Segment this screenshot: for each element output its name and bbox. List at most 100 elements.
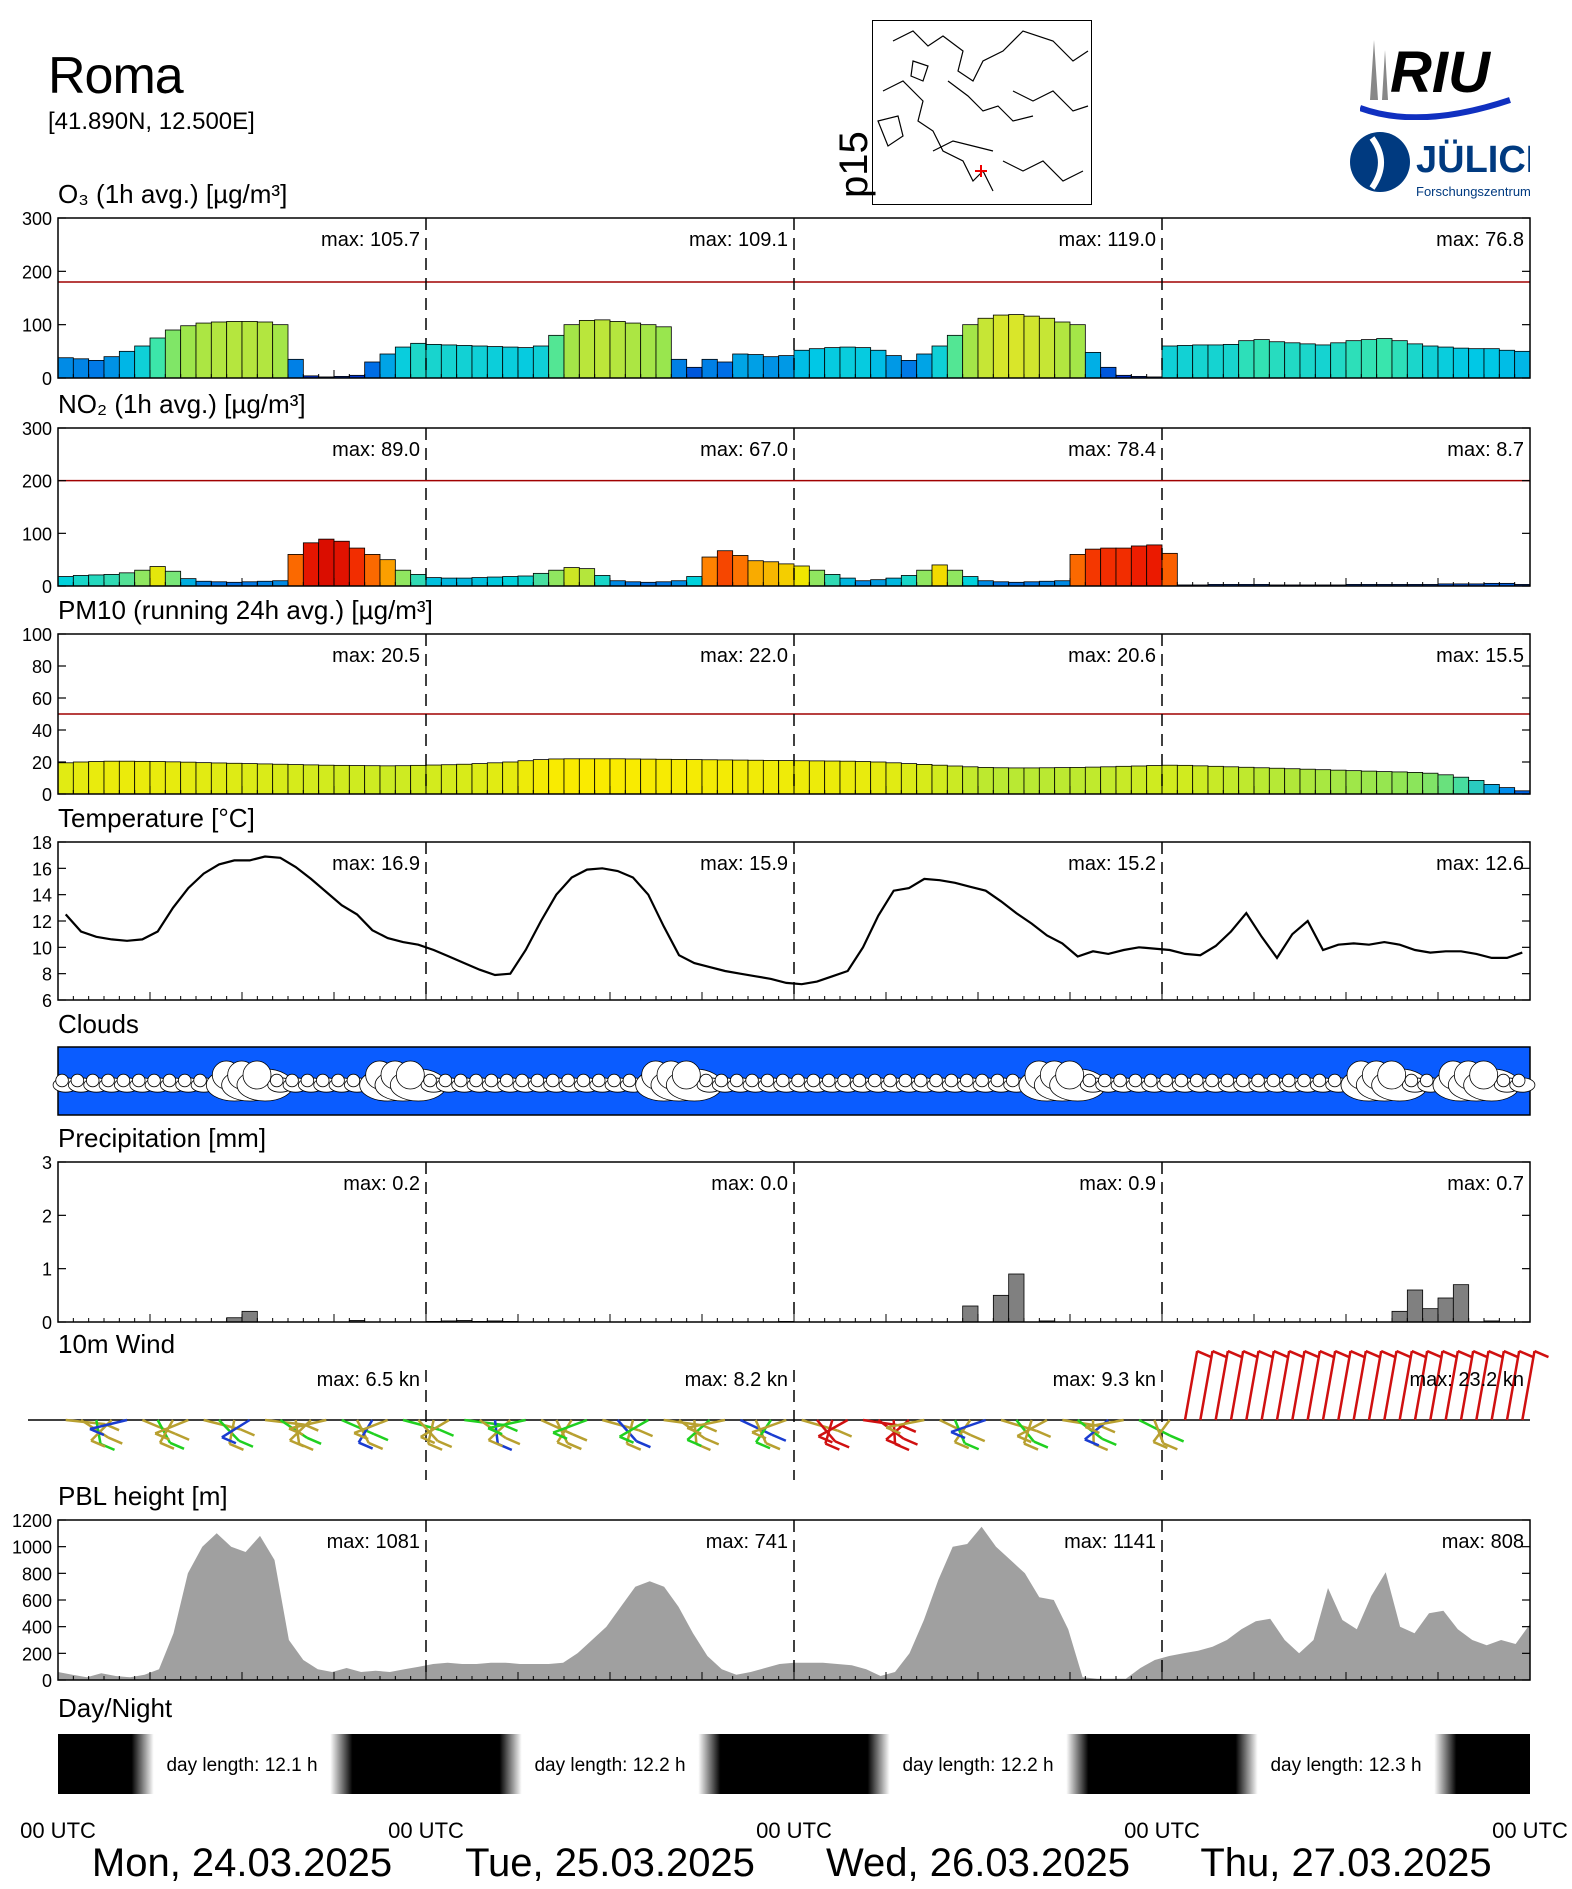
bar	[379, 765, 396, 795]
wind-barb	[1398, 1350, 1414, 1421]
wind-barb	[141, 1418, 176, 1435]
bar	[134, 569, 151, 587]
bar	[916, 353, 933, 379]
bar	[824, 574, 841, 587]
bar	[808, 348, 826, 379]
cloud-puff	[975, 1073, 989, 1088]
bar	[1161, 764, 1178, 795]
panel-title: 10m Wind	[58, 1329, 175, 1359]
bar	[732, 555, 749, 587]
utc-label: 00 UTC	[388, 1818, 464, 1843]
wind-barb-tick	[238, 1439, 254, 1448]
daynight-bar	[794, 1734, 1162, 1794]
y-tick-label: 3	[42, 1153, 52, 1173]
utc-label: 00 UTC	[1124, 1818, 1200, 1843]
wind-barb	[552, 1418, 588, 1434]
cloud-puff	[592, 1073, 606, 1088]
bar	[226, 321, 243, 379]
bar	[762, 561, 780, 587]
bar	[563, 758, 580, 795]
bar	[394, 346, 412, 379]
bar	[732, 353, 749, 379]
bar	[532, 572, 550, 587]
bar	[670, 358, 688, 379]
y-tick-label: 0	[42, 1671, 52, 1691]
cloud-puff	[1082, 1073, 1097, 1088]
cloud-puff	[960, 1073, 974, 1088]
wind-barb-tick	[358, 1441, 374, 1450]
wind-barb	[1138, 1418, 1171, 1437]
bar	[839, 760, 856, 795]
bar	[793, 760, 810, 795]
y-tick-label: 40	[32, 721, 52, 741]
cloud-puff	[270, 1073, 284, 1088]
bar	[517, 575, 534, 587]
bar	[517, 760, 534, 795]
bar	[471, 577, 488, 587]
bar	[716, 550, 734, 587]
bar	[471, 763, 488, 795]
wind-barb-tick	[288, 1427, 304, 1436]
y-tick-label: 12	[32, 912, 52, 932]
cloud-puff	[561, 1073, 575, 1088]
bar	[180, 761, 197, 795]
bar	[195, 322, 212, 379]
bar	[1054, 767, 1071, 795]
bar	[870, 761, 887, 795]
bar	[548, 758, 565, 795]
bar	[1008, 767, 1025, 795]
bar	[594, 758, 611, 795]
bar	[946, 765, 964, 795]
bar	[118, 760, 136, 795]
bar	[241, 321, 258, 379]
bar	[686, 366, 703, 379]
bar	[134, 760, 151, 795]
wind-barb	[1367, 1350, 1383, 1421]
wind-barb	[754, 1419, 768, 1444]
utc-label: 00 UTC	[20, 1818, 96, 1843]
bar	[348, 765, 366, 795]
bar	[1130, 545, 1148, 587]
bar	[1284, 768, 1301, 795]
bar	[594, 575, 611, 587]
wind-barb-tick	[834, 1440, 850, 1449]
station-coordinates: [41.890N, 12.500E]	[48, 108, 255, 135]
cloud-puff	[454, 1073, 468, 1088]
wind-barb-tick	[1023, 1442, 1039, 1451]
wind-barb-tick	[771, 1433, 787, 1442]
wind-barb	[556, 1419, 573, 1444]
bar	[1468, 348, 1485, 379]
bar	[977, 317, 994, 379]
wind-barb-tick	[154, 1432, 170, 1441]
cloud-puff	[300, 1073, 315, 1088]
bar	[456, 763, 473, 795]
bar	[946, 334, 964, 379]
cloud-puff	[622, 1073, 637, 1088]
day-max-label: max: 76.8	[1436, 229, 1524, 251]
wind-barb	[1152, 1419, 1171, 1443]
cloud-puff	[1404, 1073, 1419, 1088]
bar	[103, 356, 120, 379]
cloud-puff	[1159, 1073, 1173, 1088]
cloud-puff	[147, 1073, 161, 1088]
wind-barb-tick	[1084, 1438, 1100, 1447]
bar	[747, 560, 764, 587]
day-max-label: max: 1081	[327, 1531, 420, 1553]
bar	[701, 358, 718, 379]
wind-barb-tick	[228, 1442, 244, 1451]
bar	[1422, 1308, 1439, 1323]
wind-barb	[158, 1419, 175, 1444]
cloud-puff	[132, 1073, 146, 1088]
wind-barb-tick	[1503, 1349, 1519, 1359]
y-tick-label: 0	[42, 1313, 52, 1333]
cloud-puff	[806, 1073, 821, 1088]
y-tick-label: 300	[22, 419, 52, 439]
bar	[364, 361, 381, 379]
wind-barb-tick	[169, 1441, 185, 1450]
wind-barb-tick	[487, 1427, 503, 1436]
wind-barb-tick	[817, 1435, 833, 1444]
bar	[88, 359, 105, 379]
day-max-label: max: 808	[1442, 1531, 1524, 1553]
bar	[1115, 547, 1132, 587]
